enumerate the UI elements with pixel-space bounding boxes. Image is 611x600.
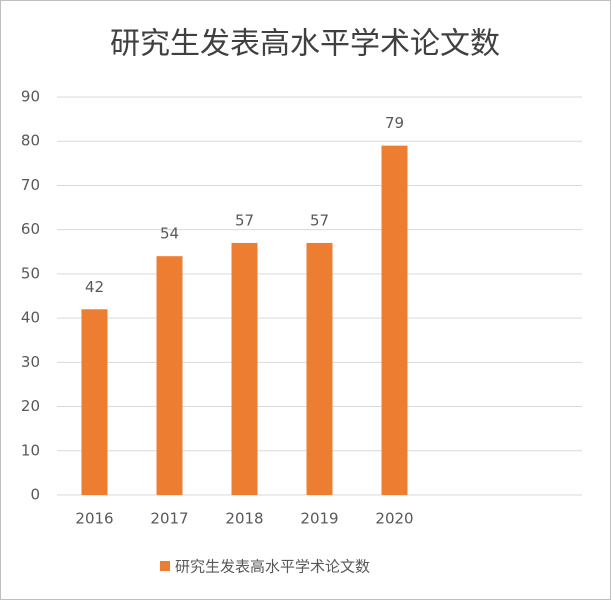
x-tick-label: 2020 bbox=[375, 510, 413, 528]
y-tick-label: 40 bbox=[21, 309, 40, 327]
data-label: 79 bbox=[385, 114, 404, 132]
data-label: 57 bbox=[310, 211, 329, 229]
bar bbox=[81, 309, 108, 495]
x-tick-label: 2016 bbox=[75, 510, 113, 528]
x-tick-label: 2018 bbox=[225, 510, 263, 528]
bar bbox=[231, 242, 258, 495]
y-tick-label: 60 bbox=[21, 220, 40, 238]
y-tick-label: 10 bbox=[21, 441, 40, 459]
x-tick-label: 2019 bbox=[300, 510, 338, 528]
y-tick-label: 50 bbox=[21, 264, 40, 282]
y-tick-label: 80 bbox=[21, 132, 40, 150]
y-tick-label: 20 bbox=[21, 397, 40, 415]
y-tick-label: 0 bbox=[30, 486, 40, 504]
y-tick-label: 70 bbox=[21, 176, 40, 194]
bar bbox=[381, 145, 408, 495]
bar bbox=[306, 242, 333, 495]
chart-title: 研究生发表高水平学术论文数 bbox=[110, 27, 500, 62]
bar bbox=[156, 256, 183, 495]
x-tick-label: 2017 bbox=[150, 510, 188, 528]
data-label: 54 bbox=[160, 225, 179, 243]
legend-label: 研究生发表高水平学术论文数 bbox=[175, 558, 370, 576]
data-label: 57 bbox=[235, 211, 254, 229]
data-label: 42 bbox=[85, 278, 104, 296]
y-tick-label: 90 bbox=[21, 88, 40, 106]
legend-swatch bbox=[160, 561, 170, 571]
y-tick-label: 30 bbox=[21, 353, 40, 371]
